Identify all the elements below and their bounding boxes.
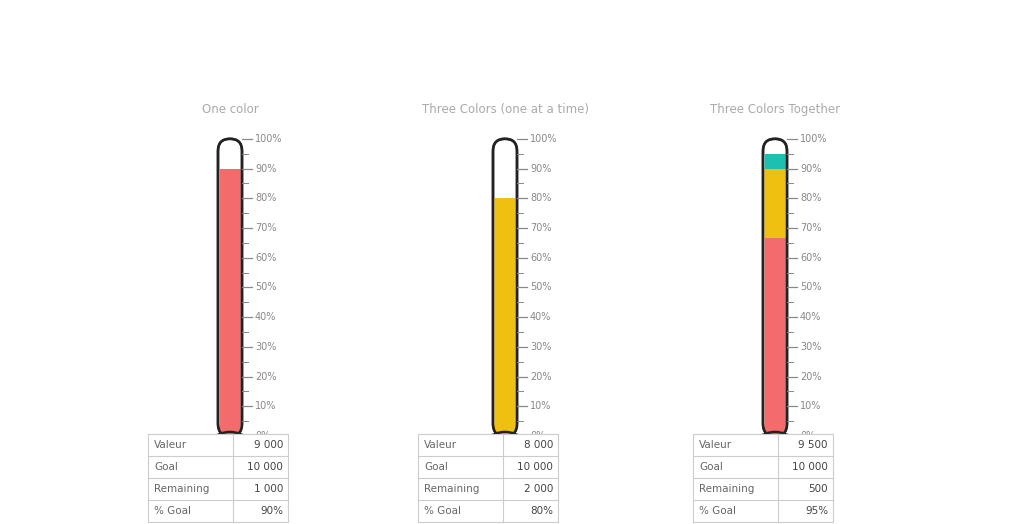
Text: 40%: 40% <box>800 312 821 322</box>
Text: 30%: 30% <box>530 342 551 352</box>
Text: 40%: 40% <box>255 312 276 322</box>
FancyBboxPatch shape <box>218 139 242 436</box>
Text: /: / <box>18 15 27 35</box>
FancyBboxPatch shape <box>493 139 517 436</box>
Text: ADNIA: ADNIA <box>44 16 110 34</box>
Text: 50%: 50% <box>800 282 821 292</box>
Text: 2 000: 2 000 <box>523 484 553 494</box>
Text: 40%: 40% <box>530 312 551 322</box>
Text: 500: 500 <box>808 484 828 494</box>
Text: 90%: 90% <box>800 163 821 173</box>
Text: 60%: 60% <box>530 253 551 263</box>
Text: % Goal: % Goal <box>424 506 461 516</box>
Text: 20%: 20% <box>800 372 821 381</box>
Bar <box>765 238 785 436</box>
Text: 90%: 90% <box>260 506 283 516</box>
Text: 50%: 50% <box>530 282 552 292</box>
Text: 10 000: 10 000 <box>793 462 828 472</box>
Text: 60%: 60% <box>800 253 821 263</box>
Text: Valeur: Valeur <box>424 440 457 450</box>
Text: 90%: 90% <box>530 163 551 173</box>
Text: 80%: 80% <box>530 506 553 516</box>
Circle shape <box>203 432 257 486</box>
Bar <box>148 434 288 522</box>
Text: 10%: 10% <box>530 401 551 411</box>
Text: 80%: 80% <box>530 193 551 203</box>
Text: 10%: 10% <box>255 401 276 411</box>
Text: 70%: 70% <box>530 223 552 233</box>
Text: One color: One color <box>202 103 258 116</box>
Text: Remaining: Remaining <box>699 484 755 494</box>
Text: Valeur: Valeur <box>154 440 187 450</box>
Bar <box>219 169 241 436</box>
Text: Remaining: Remaining <box>154 484 209 494</box>
Text: 1 000: 1 000 <box>254 484 283 494</box>
Text: 60%: 60% <box>255 253 276 263</box>
Text: 80%: 80% <box>800 193 821 203</box>
Text: Thermometer Charts: Thermometer Charts <box>418 16 606 34</box>
Text: 10%: 10% <box>800 401 821 411</box>
FancyBboxPatch shape <box>763 139 787 436</box>
Text: 9 000: 9 000 <box>254 440 283 450</box>
Text: Three Colors (one at a time): Three Colors (one at a time) <box>422 103 589 116</box>
Bar <box>765 154 785 169</box>
Text: 100%: 100% <box>800 134 827 144</box>
Text: 50%: 50% <box>255 282 276 292</box>
Text: 30%: 30% <box>255 342 276 352</box>
Text: Valeur: Valeur <box>699 440 732 450</box>
Text: 0%: 0% <box>800 431 815 441</box>
Bar <box>765 169 785 238</box>
Text: 95%: 95% <box>805 506 828 516</box>
Text: 9 500: 9 500 <box>799 440 828 450</box>
Text: 70%: 70% <box>800 223 821 233</box>
Text: 8 000: 8 000 <box>523 440 553 450</box>
Text: 0%: 0% <box>255 431 270 441</box>
Text: 0%: 0% <box>530 431 545 441</box>
Text: 100%: 100% <box>255 134 283 144</box>
Text: Three Colors Together: Three Colors Together <box>710 103 840 116</box>
Text: 10 000: 10 000 <box>247 462 283 472</box>
Text: 80%: 80% <box>255 193 276 203</box>
Text: /: / <box>31 15 39 35</box>
Text: Goal: Goal <box>699 462 723 472</box>
Text: Goal: Goal <box>154 462 178 472</box>
Text: Goal: Goal <box>424 462 447 472</box>
Bar <box>418 434 558 522</box>
Text: Remaining: Remaining <box>424 484 479 494</box>
Text: 10 000: 10 000 <box>517 462 553 472</box>
Text: 20%: 20% <box>255 372 276 381</box>
Text: 90%: 90% <box>255 163 276 173</box>
Circle shape <box>478 432 532 486</box>
Circle shape <box>748 432 802 486</box>
Text: 30%: 30% <box>800 342 821 352</box>
Text: % Goal: % Goal <box>699 506 736 516</box>
Text: 100%: 100% <box>530 134 557 144</box>
Bar <box>693 434 833 522</box>
Bar <box>495 198 515 436</box>
Text: % Goal: % Goal <box>154 506 191 516</box>
Text: 20%: 20% <box>530 372 552 381</box>
Text: 70%: 70% <box>255 223 276 233</box>
